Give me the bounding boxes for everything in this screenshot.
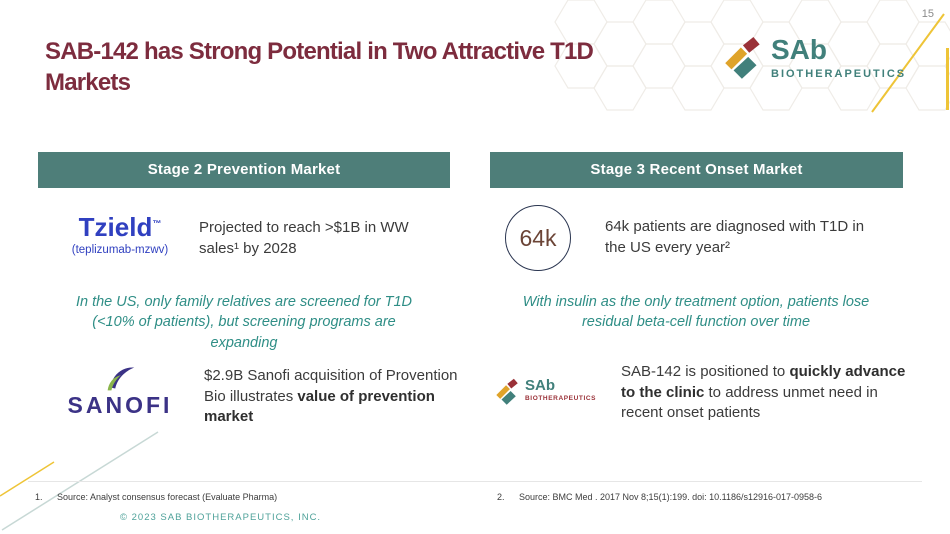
sanofi-text-pre: $2.9B Sanofi acquisition of Provention B…: [204, 367, 458, 405]
page-number: 15: [921, 8, 934, 20]
sab-small-subname: BIOTHERAPEUTICS: [525, 395, 597, 403]
footnote-2: 2. Source: BMC Med . 2017 Nov 8;15(1):199…: [497, 492, 822, 502]
sab142-text-pre: SAB-142 is positioned to: [621, 363, 790, 380]
prevention-market-header: Stage 2 Prevention Market: [38, 152, 450, 188]
sanofi-wordmark: SANOFI: [67, 392, 173, 418]
footnote-2-number: 2.: [497, 492, 505, 502]
tzield-name-text: Tzield: [78, 212, 153, 242]
sab142-positioning-text: SAB-142 is positioned to quickly advance…: [621, 362, 906, 424]
footnote-1-number: 1.: [35, 492, 43, 502]
sab142-text-bold: quickly advance to the clinic: [621, 363, 906, 401]
sab-biotherapeutics-logo: SAb BIOTHERAPEUTICS: [723, 36, 906, 84]
sab-small-name: SAb: [525, 377, 555, 395]
sab142-row: SAb BIOTHERAPEUTICS SAB-142 is positione…: [495, 362, 906, 424]
brand-text: SAb BIOTHERAPEUTICS: [771, 34, 907, 81]
sab-logo-icon: [725, 37, 760, 79]
sab-small-logo: SAb BIOTHERAPEUTICS: [495, 378, 603, 408]
brand-subname: BIOTHERAPEUTICS: [771, 68, 907, 80]
sanofi-acquisition-text: $2.9B Sanofi acquisition of Provention B…: [204, 366, 466, 428]
recent-onset-market-header: Stage 3 Recent Onset Market: [490, 152, 903, 188]
tzield-generic-name: (teplizumab-mzwv): [71, 244, 169, 256]
sanofi-text-bold: value of prevention market: [204, 387, 435, 426]
diagnosis-stat-text: 64k patients are diagnosed with T1D in t…: [605, 218, 865, 256]
insulin-note: With insulin as the only treatment optio…: [522, 294, 870, 331]
trademark-symbol: ™: [152, 218, 162, 229]
footnote-1: 1. Source: Analyst consensus forecast (Ev…: [35, 492, 277, 502]
sanofi-row: SANOFI $2.9B Sanofi acquisition of Prove…: [50, 362, 466, 428]
sab-small-logo-icon: [496, 378, 518, 405]
tzield-forecast-text: Projected to reach >$1B in WW sales¹ by …: [199, 219, 409, 257]
stat-row: 64k 64k patients are diagnosed with T1D …: [505, 205, 883, 271]
tzield-row: Tzield™ (teplizumab-mzwv) Projected to r…: [55, 212, 449, 259]
tzield-wordmark: Tzield™: [55, 214, 185, 240]
footnote-divider: [28, 481, 922, 482]
tzield-logo: Tzield™ (teplizumab-mzwv): [55, 214, 185, 256]
sanofi-leaf-icon: [107, 367, 135, 391]
sanofi-logo: SANOFI: [50, 362, 190, 419]
slide-title: SAB-142 has Strong Potential in Two Attr…: [45, 38, 594, 97]
stat-circle: 64k: [505, 205, 571, 271]
footnote-1-text: Source: Analyst consensus forecast (Eval…: [57, 492, 278, 502]
sab142-text-post: to address unmet need in recent onset pa…: [621, 383, 878, 422]
footnote-2-text: Source: BMC Med . 2017 Nov 8;15(1):199. …: [519, 492, 823, 502]
brand-name: SAb: [771, 34, 827, 65]
prevention-note: In the US, only family relatives are scr…: [75, 294, 413, 351]
sab-small-text: SAb BIOTHERAPEUTICS: [525, 378, 596, 402]
copyright-footer: © 2023 SAB BIOTHERAPEUTICS, INC.: [120, 512, 322, 523]
